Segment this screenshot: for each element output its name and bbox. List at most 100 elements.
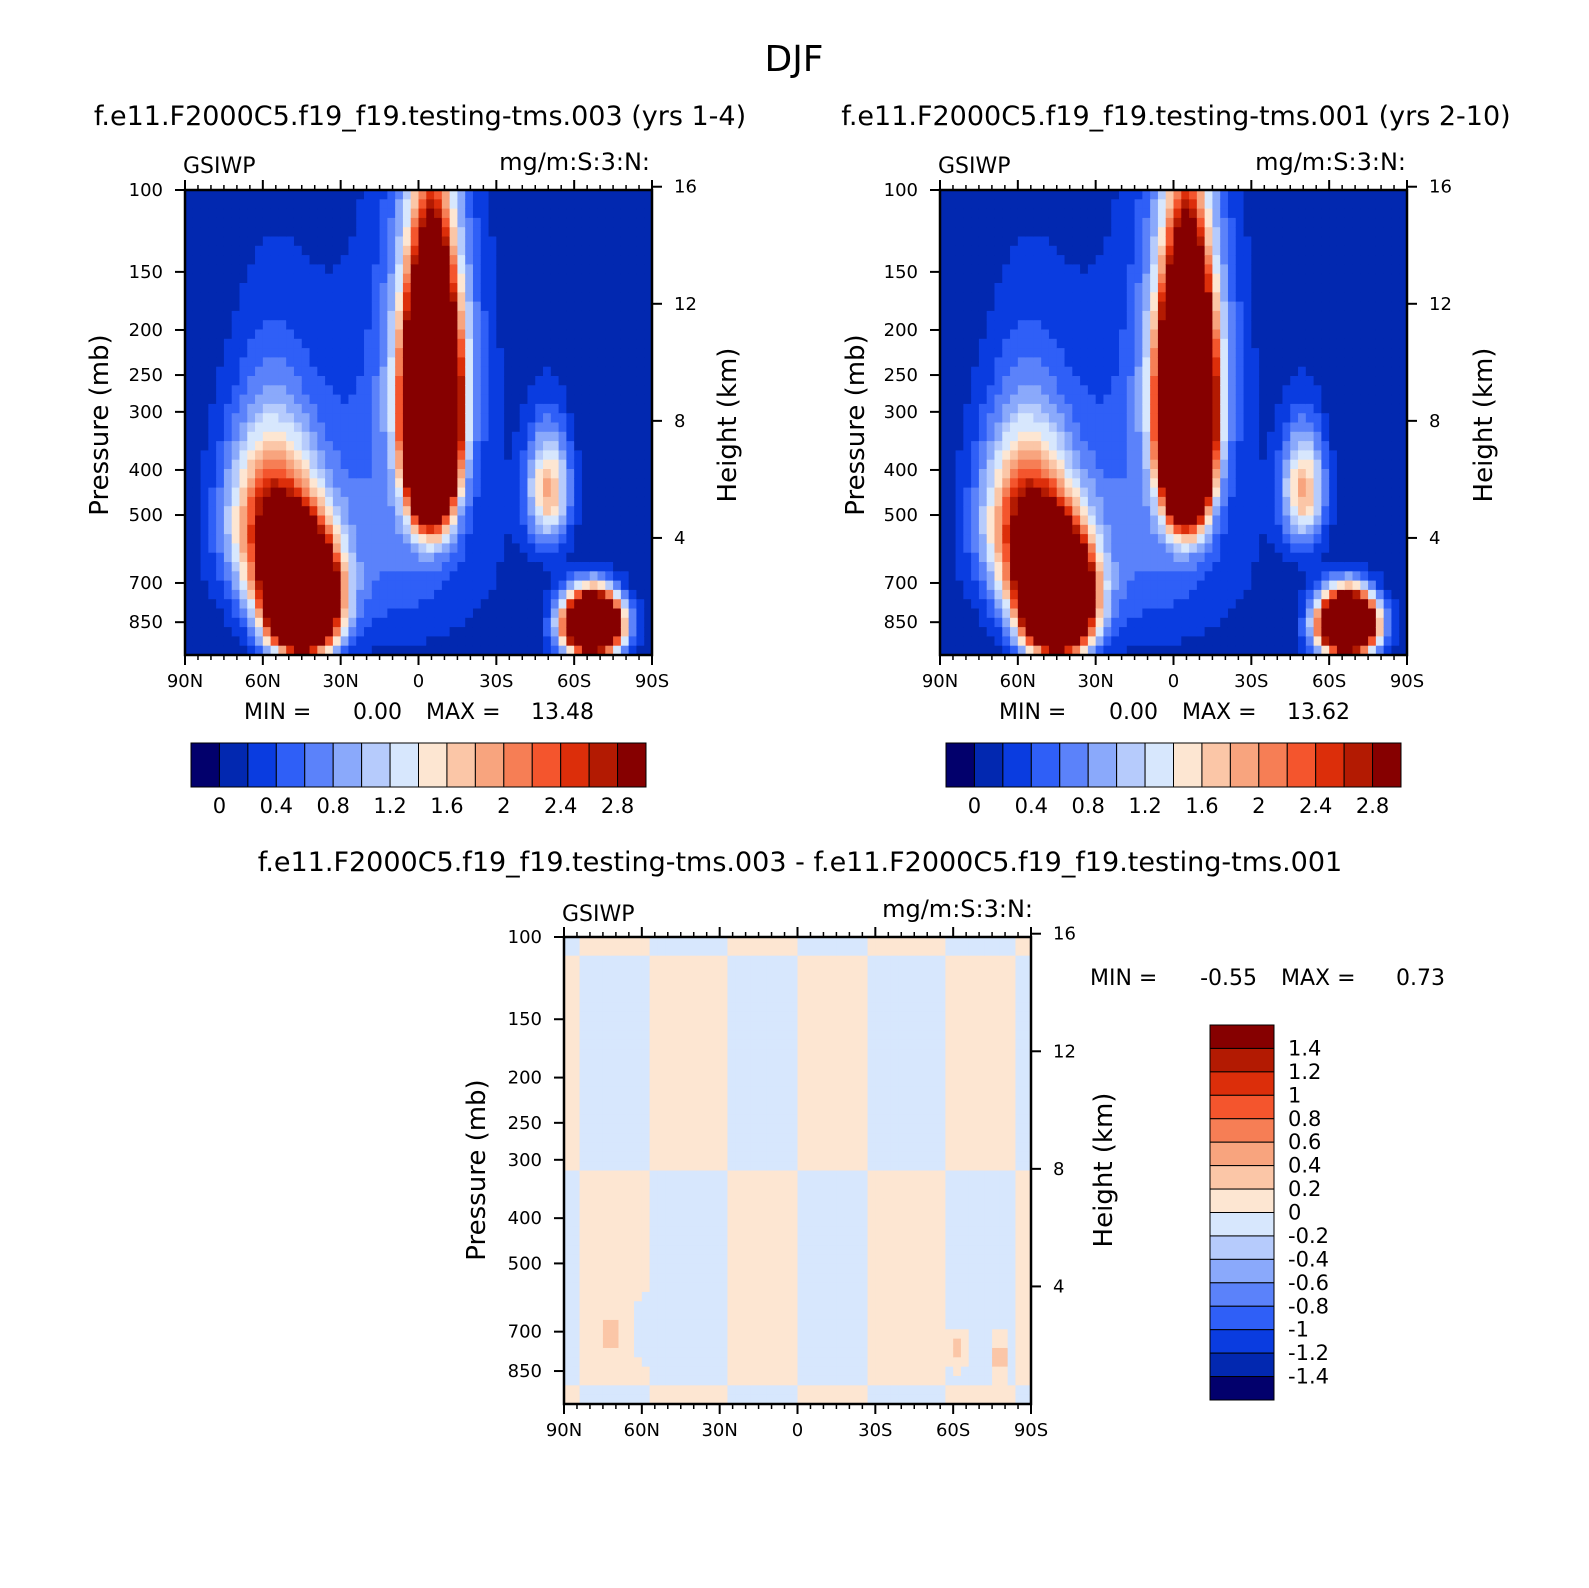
panel-001-colorbar-label: 0.4: [1015, 794, 1048, 818]
panel-001-colorbar-label: 0: [968, 794, 981, 818]
panel-diff-colorbar-label: -0.4: [1288, 1247, 1329, 1271]
panel-001-max-label: MAX =: [1182, 700, 1257, 725]
panel-001-ytick-right-label: 12: [1429, 294, 1452, 315]
panel-diff-colorbar-label: -0.6: [1288, 1271, 1329, 1295]
panel-diff-ytick-right-label: 8: [1053, 1159, 1064, 1180]
panel-001-colorbar-label: 2: [1252, 794, 1265, 818]
panel-diff-colorbar-swatch: [1209, 1047, 1275, 1073]
panel-001-ytick-label: 200: [884, 320, 918, 341]
panel-diff-colorbar-label: 1.2: [1288, 1060, 1321, 1084]
panel-003-colorbar-swatch: [418, 742, 448, 788]
panel-003-field: [185, 190, 652, 655]
panel-003-title: f.e11.F2000C5.f19_f19.testing-tms.003 (y…: [94, 101, 746, 132]
panel-001-colorbar-label: 2.8: [1356, 794, 1389, 818]
panel-diff-colorbar-label: 1.4: [1288, 1036, 1321, 1060]
panel-001-colorbar-label: 1.2: [1128, 794, 1161, 818]
panel-003-ytick-label: 300: [129, 402, 163, 423]
panel-003-ytick-label: 500: [129, 505, 163, 526]
panel-003-ytick-right-label: 4: [674, 528, 685, 549]
panel-003-ytick-label: 100: [129, 180, 163, 201]
panel-diff-ytick-right-label: 4: [1053, 1276, 1064, 1297]
panel-001-max-value: 13.62: [1287, 700, 1350, 725]
panel-003-ytick-label: 200: [129, 320, 163, 341]
panel-001-ytick-label: 500: [884, 505, 918, 526]
panel-001-field: [940, 190, 1407, 655]
panel-diff-min-value: -0.55: [1200, 966, 1257, 991]
panel-003-colorbar-label: 1.6: [430, 794, 463, 818]
panel-diff-colorbar-swatch: [1209, 1258, 1275, 1284]
panel-001-colorbar-label: 2.4: [1299, 794, 1332, 818]
panel-diff-ylabel: Pressure (mb): [462, 1079, 492, 1260]
panel-diff-colorbar-label: -1.2: [1288, 1341, 1329, 1365]
panel-001-colorbar-swatch: [1372, 742, 1402, 788]
panel-001-ytick-label: 700: [884, 573, 918, 594]
panel-001-colorbar-swatch: [973, 742, 1004, 788]
panel-diff-ytick-label: 150: [508, 1009, 542, 1030]
panel-diff-colorbar-swatch: [1209, 1071, 1275, 1096]
panel-diff: f.e11.F2000C5.f19_f19.testing-tms.003 - …: [258, 847, 1445, 1441]
panel-003-colorbar-swatch: [588, 742, 619, 788]
panel-003-ytick-right-label: 8: [674, 411, 685, 432]
panel-001-min-value: 0.00: [1109, 700, 1158, 725]
panel-diff-colorbar-label: 0.2: [1288, 1177, 1321, 1201]
panel-001-colorbar-swatch: [1173, 742, 1203, 788]
panel-003-colorbar-swatch: [503, 742, 533, 788]
panel-001-colorbar-swatch: [1286, 742, 1317, 788]
panel-diff-colorbar-label: 0.6: [1288, 1130, 1321, 1154]
panel-diff-colorbar-swatch: [1209, 1165, 1275, 1190]
panel-diff-colorbar-label: -0.2: [1288, 1224, 1329, 1248]
panel-003-colorbar-swatch: [218, 742, 249, 788]
panel-001-xtick-label: 30S: [1234, 671, 1268, 692]
panel-003-colorbar-label: 0.8: [316, 794, 349, 818]
panel-diff-colorbar-swatch: [1209, 1094, 1275, 1120]
panel-003-colorbar-swatch: [560, 742, 590, 788]
panel-001-ytick-label: 150: [884, 262, 918, 283]
panel-001-ytick-right-label: 16: [1429, 177, 1452, 198]
panel-001-ytick-label: 250: [884, 365, 918, 386]
panel-003-colorbar-label: 0: [213, 794, 226, 818]
panel-003-max-value: 13.48: [531, 700, 594, 725]
panel-diff-colorbar-swatch: [1209, 1352, 1275, 1378]
panel-diff-colorbar-label: -1: [1288, 1318, 1309, 1342]
panel-diff-xtick-label: 60N: [624, 1420, 660, 1441]
panel-003-ytick-label: 400: [129, 460, 163, 481]
panel-001-xtick-label: 90N: [922, 671, 958, 692]
panel-003-colorbar-label: 2.4: [544, 794, 577, 818]
panel-001-xtick-label: 60N: [1000, 671, 1036, 692]
panel-diff-colorbar-swatch: [1209, 1141, 1275, 1167]
panel-003-colorbar-swatch: [446, 742, 476, 788]
panel-001-colorbar-swatch: [1144, 742, 1174, 788]
panel-001-colorbar-swatch: [1201, 742, 1231, 788]
panel-003-ytick-label: 250: [129, 365, 163, 386]
panel-diff-colorbar-label: -0.8: [1288, 1294, 1329, 1318]
panel-003-xtick-label: 60N: [245, 671, 281, 692]
panel-diff-colorbar-label: -1.4: [1288, 1365, 1329, 1389]
panel-001-xtick-label: 90S: [1390, 671, 1424, 692]
panel-001-colorbar-swatch: [1087, 742, 1118, 788]
panel-001-colorbar-swatch: [945, 742, 975, 788]
panel-001-xtick-label: 30N: [1077, 671, 1113, 692]
panel-001-xtick-label: 0: [1168, 671, 1179, 692]
panel-001-variable: GSIWP: [938, 154, 1011, 179]
panel-001-colorbar-label: 1.6: [1185, 794, 1218, 818]
panel-001-colorbar-swatch: [1315, 742, 1345, 788]
panel-diff-ytick-right-label: 16: [1053, 924, 1076, 945]
panel-diff-colorbar-label: 0.4: [1288, 1154, 1321, 1178]
panel-001-units: mg/m:S:3:N:: [1255, 148, 1406, 176]
panel-diff-axes: 90N 60N 30N 0 30S 60S 90S 100 150 200 250 300 400 500…: [508, 924, 1076, 1441]
panel-diff-ytick-label: 850: [508, 1361, 542, 1382]
panel-001-ylabel: Pressure (mb): [841, 334, 871, 515]
panel-003-colorbar-swatch: [332, 742, 363, 788]
panel-diff-colorbar: 1.41.210.80.60.40.20-0.2-0.4-0.6-0.8-1-1…: [1209, 1024, 1329, 1401]
panel-diff-max-label: MAX =: [1281, 966, 1356, 991]
panel-003-colorbar-label: 2.8: [601, 794, 634, 818]
panel-001-title: f.e11.F2000C5.f19_f19.testing-tms.001 (y…: [841, 101, 1510, 132]
panel-003-xtick-label: 0: [413, 671, 424, 692]
panel-001-min-label: MIN =: [999, 700, 1066, 725]
panel-diff-variable: GSIWP: [562, 902, 635, 927]
panel-003-units: mg/m:S:3:N:: [499, 148, 650, 176]
panel-003-colorbar-swatch: [190, 742, 220, 788]
panel-diff-ytick-label: 100: [508, 927, 542, 948]
panel-001-ytick-label: 850: [884, 612, 918, 633]
panel-003-xtick-label: 60S: [557, 671, 591, 692]
